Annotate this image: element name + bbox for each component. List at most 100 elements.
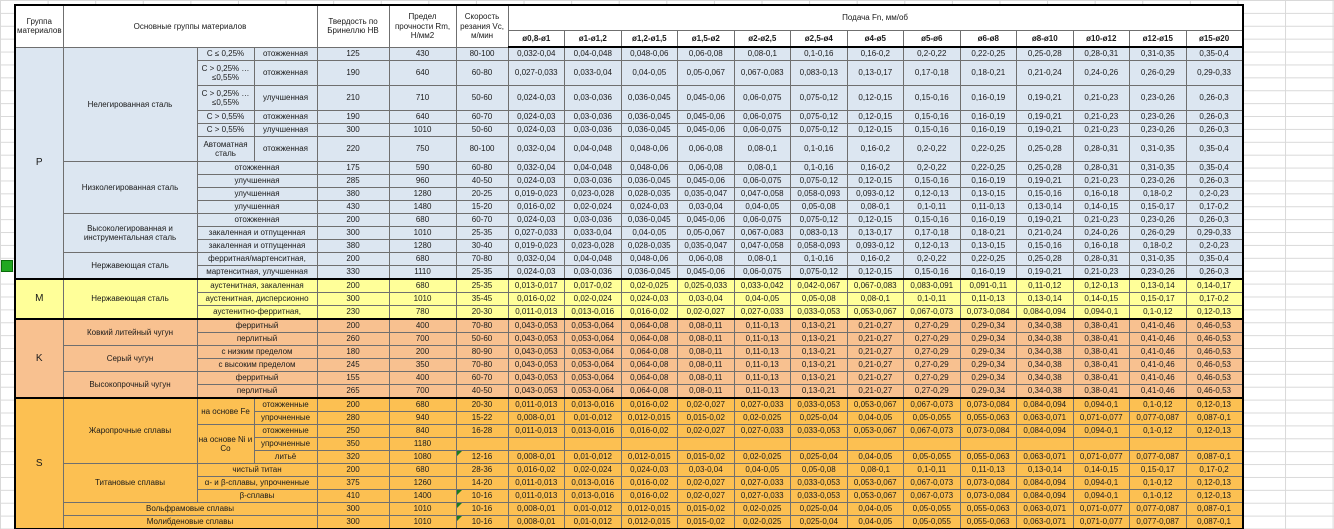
cell-feed[interactable]: 0,18-0,21 (959, 226, 1018, 240)
cell-feed[interactable]: 0,036-0,045 (620, 110, 679, 124)
cell-feed[interactable]: 0,016-0,02 (620, 489, 679, 503)
column-header-diameter[interactable]: ø15-ø20 (1185, 30, 1244, 48)
cell-feed[interactable]: 0,025-0,04 (790, 450, 848, 464)
column-header-diameter[interactable]: ø5-ø6 (903, 30, 961, 48)
cell-feed[interactable]: 0,013-0,016 (564, 476, 622, 490)
cell-cond[interactable]: улучшенная (196, 200, 318, 214)
cell-feed[interactable]: 0,12-0,15 (846, 123, 905, 137)
cell-letter[interactable]: K (14, 318, 64, 399)
cell-feed[interactable]: 0,093-0,12 (846, 187, 905, 201)
cell-feed[interactable]: 0,04-0,05 (846, 515, 905, 529)
cell-cutting-speed[interactable]: 28-36 (455, 463, 509, 477)
cell-feed[interactable]: 0,21-0,27 (846, 371, 905, 385)
cell-feed[interactable]: 0,13-0,14 (1016, 463, 1074, 477)
cell-feed[interactable]: 0,16-0,18 (1072, 239, 1131, 253)
cell-feed[interactable]: 0,053-0,067 (846, 424, 905, 438)
cell-feed[interactable]: 0,077-0,087 (1129, 515, 1187, 529)
cell-feed[interactable]: 0,29-0,34 (959, 384, 1018, 399)
cell-feed[interactable]: 0,032-0,04 (507, 161, 566, 175)
cell-feed[interactable]: 0,015-0,02 (677, 450, 735, 464)
cell-feed[interactable]: 0,008-0,01 (507, 515, 566, 529)
cell-value[interactable]: 680 (388, 278, 457, 293)
cell-feed[interactable]: 0,17-0,2 (1185, 200, 1244, 214)
cell-feed[interactable]: 0,21-0,23 (1072, 174, 1131, 188)
cell-feed[interactable]: 0,1-0,12 (1129, 424, 1187, 438)
cell-feed[interactable]: 0,073-0,084 (959, 397, 1018, 412)
cell-cond[interactable]: аустенитно-ферритная, (196, 305, 318, 320)
cell-feed[interactable]: 0,02-0,027 (677, 476, 735, 490)
cell-feed[interactable]: 0,15-0,16 (903, 174, 961, 188)
cell-value[interactable]: 190 (316, 60, 390, 86)
cell-letter[interactable]: S (14, 397, 64, 529)
cell-feed[interactable]: 0,34-0,38 (1016, 358, 1074, 372)
cell-feed[interactable]: 0,032-0,04 (507, 46, 566, 61)
cell-feed[interactable]: 0,13-0,21 (790, 332, 848, 346)
cell-feed[interactable]: 0,27-0,29 (903, 332, 961, 346)
cell-feed[interactable]: 0,26-0,3 (1185, 174, 1244, 188)
cell-feed[interactable]: 0,26-0,29 (1129, 226, 1187, 240)
cell-cutting-speed[interactable]: 60-70 (455, 213, 509, 227)
cell-feed[interactable]: 0,21-0,24 (1016, 60, 1074, 86)
cell-feed[interactable]: 0,01-0,012 (564, 411, 622, 425)
cell-sub[interactable]: на основе Fe (196, 397, 255, 425)
cell-value[interactable]: 780 (388, 305, 457, 320)
cell-feed[interactable]: 0,013-0,016 (564, 424, 622, 438)
cell-feed[interactable] (507, 437, 566, 451)
cell-cutting-speed[interactable]: 60-80 (455, 60, 509, 86)
cell-feed[interactable]: 0,21-0,27 (846, 345, 905, 359)
cell-feed[interactable]: 0,027-0,033 (507, 60, 566, 86)
cell-value[interactable]: 200 (316, 463, 390, 477)
cell-feed[interactable]: 0,34-0,38 (1016, 384, 1074, 399)
cell-cutting-speed[interactable]: 70-80 (455, 318, 509, 333)
cell-feed[interactable]: 0,27-0,29 (903, 371, 961, 385)
cell-feed[interactable]: 0,03-0,036 (564, 265, 622, 280)
cell-feed[interactable]: 0,29-0,34 (959, 332, 1018, 346)
cell-feed[interactable]: 0,16-0,2 (846, 161, 905, 175)
cell-family[interactable]: Серый чугун (62, 345, 198, 372)
cell-feed[interactable]: 0,05-0,08 (790, 200, 848, 214)
cell-feed[interactable]: 0,073-0,084 (959, 424, 1018, 438)
cell-cond[interactable]: литьё (253, 450, 318, 464)
cell-cond[interactable]: отожженная (253, 60, 318, 86)
cell-feed[interactable]: 0,38-0,41 (1072, 358, 1131, 372)
column-header-diameter[interactable]: ø4-ø5 (846, 30, 905, 48)
cell-feed[interactable]: 0,016-0,02 (620, 424, 679, 438)
cell-feed[interactable]: 0,11-0,13 (733, 384, 792, 399)
cell-feed[interactable]: 0,012-0,015 (620, 450, 679, 464)
cell-feed[interactable]: 0,16-0,19 (959, 265, 1018, 280)
cell-feed[interactable]: 0,025-0,04 (790, 502, 848, 516)
cell-feed[interactable]: 0,024-0,03 (507, 174, 566, 188)
cell-feed[interactable]: 0,04-0,05 (846, 411, 905, 425)
cell-feed[interactable]: 0,16-0,19 (959, 123, 1018, 137)
cell-feed[interactable]: 0,13-0,15 (959, 187, 1018, 201)
cell-feed[interactable]: 0,053-0,067 (846, 305, 905, 320)
cell-cond[interactable]: с высоким пределом (196, 358, 318, 372)
cell-feed[interactable]: 0,024-0,03 (507, 213, 566, 227)
cell-feed[interactable]: 0,02-0,027 (677, 305, 735, 320)
cell-feed[interactable]: 0,073-0,084 (959, 305, 1018, 320)
cell-feed[interactable]: 0,025-0,04 (790, 411, 848, 425)
cell-value[interactable]: 680 (388, 397, 457, 412)
cell-feed[interactable]: 0,033-0,04 (564, 60, 622, 86)
cell-feed[interactable]: 0,11-0,13 (733, 371, 792, 385)
cell-cutting-speed[interactable]: 80-90 (455, 345, 509, 359)
cell-cond[interactable]: отожженные (253, 424, 318, 438)
cell-feed[interactable]: 0,16-0,18 (1072, 187, 1131, 201)
cell-feed[interactable]: 0,064-0,08 (620, 332, 679, 346)
cell-family[interactable]: Молибденовые сплавы (62, 515, 318, 529)
cell-feed[interactable]: 0,087-0,1 (1185, 450, 1244, 464)
cell-feed[interactable]: 0,036-0,045 (620, 85, 679, 111)
cell-cond[interactable]: ферритный (196, 371, 318, 385)
cell-feed[interactable]: 0,12-0,13 (903, 187, 961, 201)
cell-feed[interactable]: 0,028-0,035 (620, 187, 679, 201)
cell-feed[interactable]: 0,02-0,025 (733, 515, 792, 529)
cell-value[interactable]: 680 (388, 213, 457, 227)
cell-feed[interactable]: 0,13-0,14 (1129, 278, 1187, 293)
cell-feed[interactable]: 0,05-0,08 (790, 292, 848, 306)
cell-value[interactable]: 1080 (388, 450, 457, 464)
cell-value[interactable]: 190 (316, 110, 390, 124)
cell-cutting-speed[interactable]: 50-60 (455, 85, 509, 111)
cell-feed[interactable]: 0,19-0,21 (1016, 265, 1074, 280)
cell-feed[interactable]: 0,063-0,071 (1016, 411, 1074, 425)
cell-feed[interactable]: 0,012-0,015 (620, 515, 679, 529)
